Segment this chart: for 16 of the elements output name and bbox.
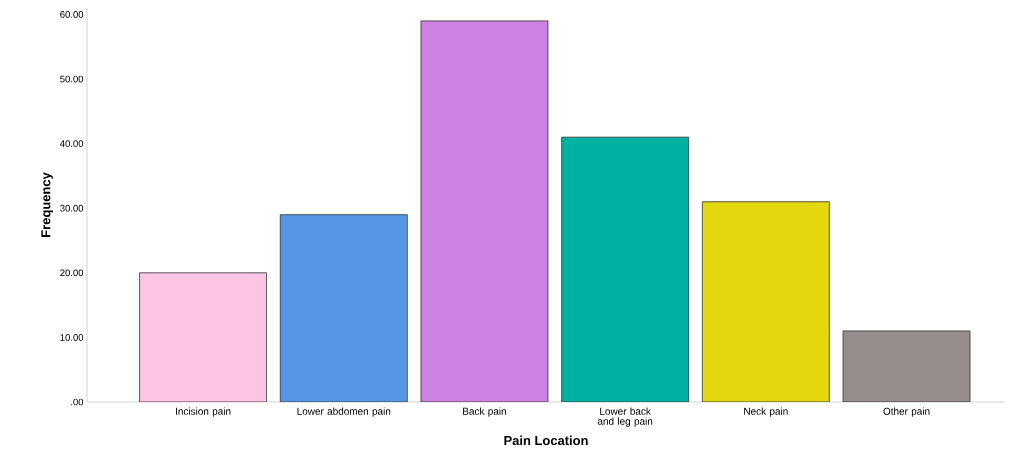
y-axis-title: Frequency xyxy=(41,172,53,237)
x-tick-label: Neck pain xyxy=(744,407,788,417)
x-tick-label: Lower abdomen pain xyxy=(297,407,391,417)
x-tick-label: Other pain xyxy=(883,407,930,417)
y-tick-label: 50.00 xyxy=(60,75,84,83)
bar xyxy=(139,272,267,402)
y-tick-label: 10.00 xyxy=(60,334,84,341)
y-tick-label: 40.00 xyxy=(60,140,84,147)
x-tick-label: Incision pain xyxy=(176,407,231,417)
x-tick-label: Back pain xyxy=(463,407,506,417)
y-tick-label: 60.00 xyxy=(60,11,84,18)
y-tick-label: 30.00 xyxy=(60,204,84,212)
y-tick-label: .00 xyxy=(71,398,84,406)
x-tick-label: Lower back and leg pain xyxy=(597,407,653,427)
y-tick-label: 20.00 xyxy=(60,269,84,277)
x-axis-title: Pain Location xyxy=(504,435,588,446)
